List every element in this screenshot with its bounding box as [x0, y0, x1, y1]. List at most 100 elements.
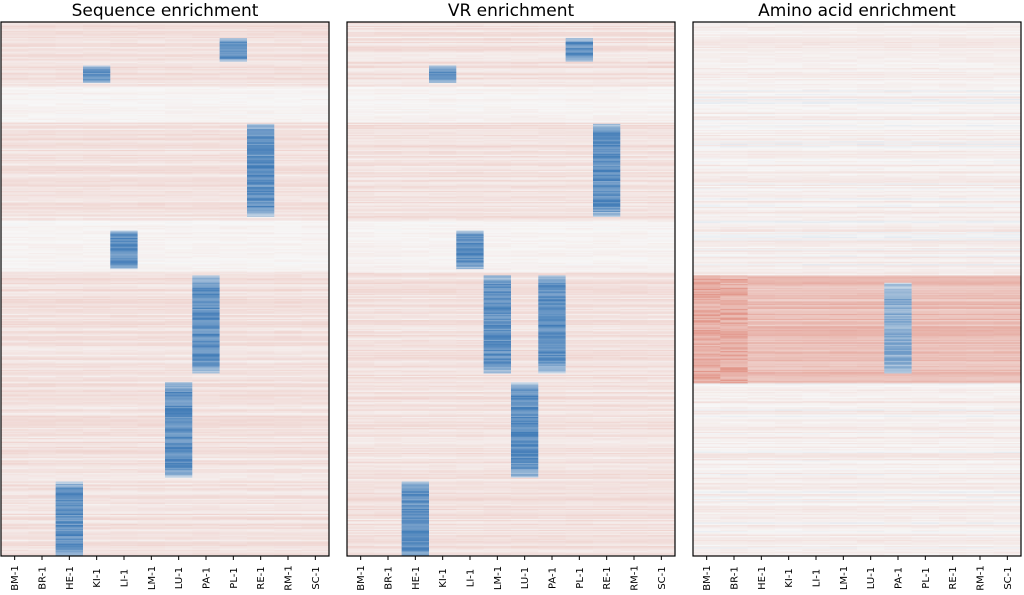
heatmap-cell [192, 551, 221, 553]
heatmap-cell [274, 476, 303, 479]
heatmap-cell [247, 367, 275, 370]
heatmap-cell [274, 465, 303, 468]
heatmap-cell [192, 40, 221, 43]
heatmap-cell [192, 197, 221, 199]
heatmap-cell [247, 182, 275, 185]
heatmap-cell [137, 457, 166, 460]
heatmap-cell [1, 411, 29, 414]
heatmap-cell [1, 480, 29, 483]
heatmap-cell [274, 130, 303, 132]
heatmap-cell [110, 75, 139, 78]
heatmap-cell [55, 62, 84, 65]
heatmap-cell [110, 71, 139, 74]
heatmap-cell [274, 41, 303, 44]
heatmap-cell [55, 178, 84, 181]
heatmap-cell [274, 275, 303, 278]
heatmap-cell [110, 380, 139, 383]
heatmap-cell [165, 158, 193, 161]
heatmap-cell [301, 77, 329, 80]
heatmap-cell [83, 197, 111, 199]
heatmap-cell [247, 223, 275, 226]
heatmap-cell [165, 238, 193, 240]
heatmap-cell [1, 257, 29, 260]
heatmap-cell [55, 175, 84, 178]
heatmap-cell [1, 117, 29, 120]
heatmap-cell [83, 26, 111, 29]
heatmap-cell [55, 334, 84, 337]
heatmap-cell [301, 45, 329, 48]
heatmap-cell [165, 369, 193, 372]
heatmap-cell [28, 460, 57, 463]
heatmap-cell [301, 285, 329, 288]
heatmap-cell [83, 492, 111, 495]
heatmap-cell [137, 300, 166, 303]
heatmap-cell [165, 89, 193, 91]
heatmap-cell [219, 235, 248, 238]
heatmap-cell [1, 315, 29, 317]
heatmap-cell [1, 435, 29, 438]
heatmap-cell [83, 167, 111, 170]
heatmap-cell [1, 311, 29, 314]
heatmap-cell [274, 328, 303, 331]
heatmap-cell [192, 526, 221, 529]
heatmap-cell [274, 461, 303, 464]
heatmap-cell [28, 488, 57, 491]
heatmap-cell [83, 243, 111, 245]
heatmap-cell [165, 184, 193, 187]
heatmap-cell [165, 420, 193, 423]
heatmap-cell [110, 322, 139, 325]
heatmap-cell [192, 97, 221, 100]
heatmap-cell [274, 290, 303, 293]
heatmap-cell [301, 168, 329, 171]
heatmap-cell [274, 338, 303, 341]
heatmap-cell [137, 221, 166, 224]
heatmap-cell [55, 379, 84, 382]
heatmap-cell [1, 200, 29, 203]
heatmap-cell [137, 527, 166, 530]
heatmap-cell [83, 194, 111, 197]
heatmap-cell [247, 303, 275, 306]
heatmap-cell [192, 532, 221, 535]
heatmap-cell [247, 151, 275, 153]
heatmap-cell [83, 157, 111, 160]
heatmap-cell [137, 243, 166, 245]
heatmap-cell [301, 325, 329, 327]
heatmap-cell [110, 275, 139, 278]
heatmap-cell [192, 347, 221, 350]
heatmap-cell [83, 244, 111, 247]
heatmap-cell [247, 305, 275, 307]
heatmap-cell [83, 452, 111, 455]
heatmap-cell [219, 251, 248, 254]
heatmap-cell [137, 539, 166, 542]
heatmap-cell [110, 471, 139, 474]
heatmap-cell [301, 280, 329, 283]
heatmap-cell [219, 452, 248, 455]
heatmap-cell [192, 38, 221, 40]
heatmap-cell [165, 456, 193, 459]
heatmap-cell [219, 24, 248, 27]
heatmap-cell [274, 187, 303, 190]
heatmap-cell [83, 282, 111, 285]
heatmap-cell [247, 243, 275, 245]
heatmap-cell [55, 522, 84, 525]
heatmap-cell [110, 100, 139, 103]
heatmap-cell [219, 82, 248, 85]
heatmap-cell [55, 428, 84, 430]
heatmap-cell [55, 285, 84, 288]
heatmap-cell [274, 28, 303, 31]
heatmap-cell [247, 167, 275, 170]
heatmap-cell [55, 331, 84, 334]
heatmap-cell [165, 311, 193, 314]
heatmap-cell [165, 347, 193, 350]
heatmap-cell [137, 67, 166, 70]
heatmap-cell [28, 347, 57, 350]
heatmap-cell [274, 339, 303, 342]
heatmap-cell [165, 44, 193, 47]
heatmap-cell [301, 87, 329, 90]
heatmap-cell [247, 33, 275, 36]
heatmap-cell [165, 413, 193, 416]
heatmap-cell [219, 426, 248, 429]
heatmap-cell [165, 220, 193, 223]
heatmap-cell [83, 357, 111, 360]
heatmap-cell [28, 513, 57, 516]
